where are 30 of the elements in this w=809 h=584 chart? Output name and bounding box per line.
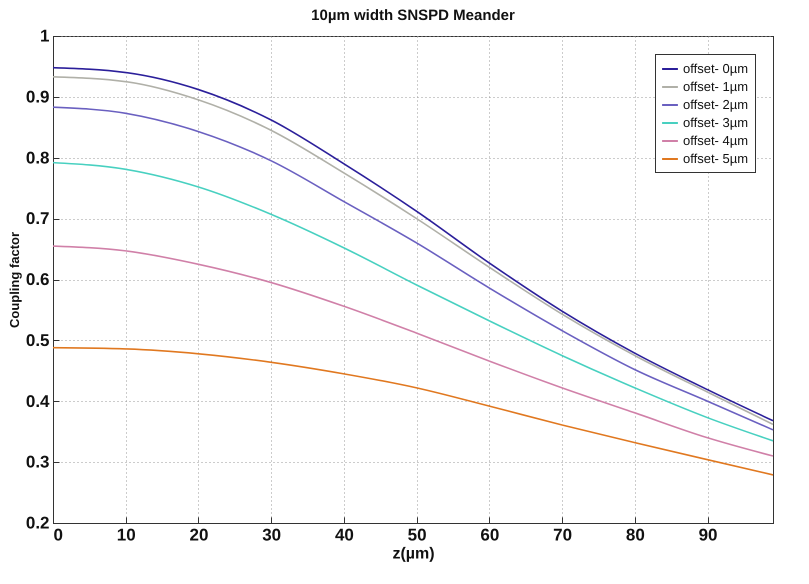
y-axis-title: Coupling factor: [6, 232, 22, 328]
y-tick-label: 0.2: [26, 514, 50, 532]
x-tick-label: 60: [480, 526, 500, 544]
y-tick-label: 0.8: [26, 148, 50, 168]
y-tick-label: 0.3: [26, 452, 50, 472]
legend-label: offset- 0µm: [683, 61, 748, 76]
x-tick-label: 30: [262, 526, 282, 544]
y-tick-label: 0.9: [26, 87, 50, 106]
x-tick-label: 80: [626, 526, 645, 544]
x-tick-label: 0: [54, 526, 63, 544]
y-tick-label: 1: [40, 26, 50, 46]
line-series: [52, 245, 774, 457]
x-tick-label: 40: [334, 526, 354, 544]
legend-label: offset- 5µm: [683, 151, 748, 166]
x-tick-label: 10: [116, 526, 136, 544]
y-tick-label: 0.7: [26, 209, 50, 228]
x-axis-title: z(µm): [392, 546, 435, 562]
legend-label: offset- 1µm: [683, 79, 748, 94]
legend-label: offset- 4µm: [683, 133, 748, 148]
x-tick-label: 70: [553, 526, 572, 544]
y-tick-label: 0.6: [26, 270, 50, 289]
legend-label: offset- 2µm: [683, 97, 748, 112]
chart-title: 10µm width SNSPD Meander: [311, 7, 516, 24]
x-tick-label: 90: [698, 526, 718, 544]
x-tick-label: 20: [189, 526, 208, 544]
x-tick-label: 50: [408, 526, 427, 544]
legend-label: offset- 3µm: [683, 115, 748, 130]
y-tick-label: 0.5: [26, 330, 50, 350]
line-series: [52, 346, 774, 476]
y-tick-label: 0.4: [26, 392, 50, 411]
